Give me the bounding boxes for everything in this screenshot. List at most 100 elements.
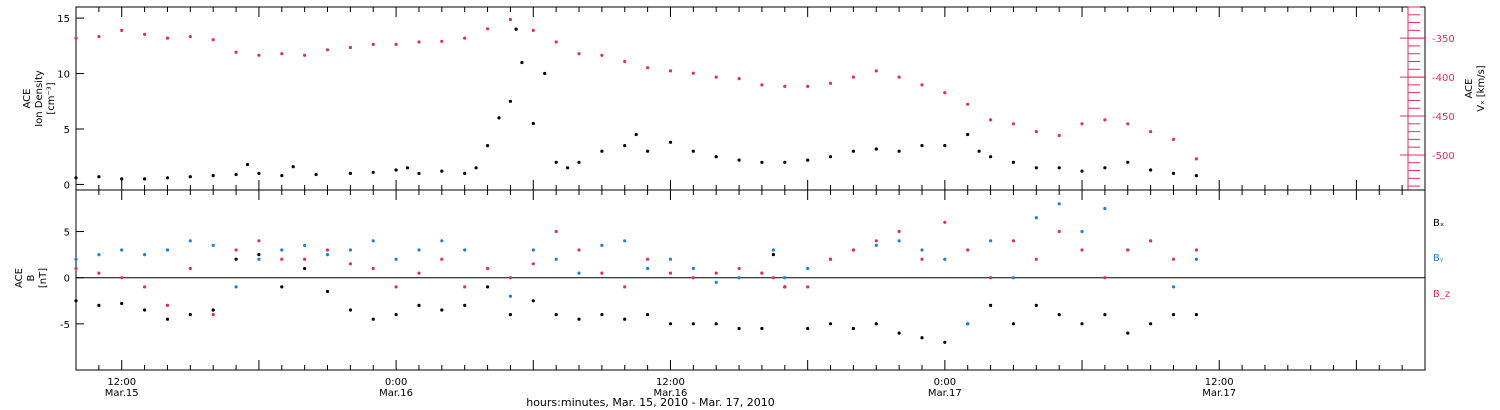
bottom-point bbox=[989, 303, 993, 307]
top-point bbox=[897, 75, 901, 79]
bottom-point bbox=[1126, 248, 1130, 252]
bottom-point bbox=[897, 331, 901, 335]
bottom-point bbox=[920, 257, 924, 261]
bottom-series-0 bbox=[74, 253, 1198, 344]
bottom-point bbox=[257, 257, 261, 261]
top-point bbox=[977, 149, 981, 153]
y-tick-label: 5 bbox=[64, 228, 70, 239]
top-point bbox=[783, 160, 787, 164]
top-point bbox=[234, 50, 238, 54]
bottom-point bbox=[806, 326, 810, 331]
bottom-point bbox=[600, 313, 604, 317]
top-point bbox=[97, 35, 101, 39]
top-point bbox=[1149, 168, 1153, 172]
top-point bbox=[1080, 169, 1084, 173]
x-tick-label-date: Mar.17 bbox=[1202, 388, 1236, 399]
x-tick-label-time: 0:00 bbox=[934, 377, 956, 388]
top-point bbox=[291, 165, 295, 169]
bottom-panel-axes: -5 0 5 ACEB[nT] bbox=[14, 228, 84, 331]
top-point bbox=[486, 27, 490, 31]
bottom-point bbox=[966, 322, 970, 326]
top-point bbox=[851, 149, 856, 153]
bottom-point bbox=[508, 294, 512, 298]
top-point bbox=[1103, 166, 1107, 170]
bottom-point bbox=[714, 280, 718, 284]
top-series-0 bbox=[74, 27, 1198, 181]
top-point bbox=[668, 69, 673, 73]
bottom-point bbox=[531, 299, 535, 303]
bottom-point bbox=[120, 276, 124, 280]
bottom-point bbox=[771, 276, 776, 280]
y-tick-label: 0 bbox=[64, 274, 70, 285]
bottom-point bbox=[165, 317, 170, 321]
bottom-point bbox=[806, 266, 810, 271]
bottom-point bbox=[1149, 239, 1153, 243]
y-tick-label: 10 bbox=[57, 70, 70, 81]
bottom-point bbox=[1057, 313, 1061, 317]
bottom-point bbox=[737, 326, 741, 331]
top-point bbox=[1034, 166, 1038, 170]
bottom-point bbox=[1011, 276, 1016, 280]
bottom-point bbox=[943, 220, 947, 224]
top-point bbox=[474, 166, 478, 170]
top-point bbox=[257, 53, 261, 57]
top-point bbox=[966, 132, 970, 137]
top-point bbox=[417, 171, 421, 175]
top-point bbox=[143, 32, 147, 36]
bottom-point bbox=[280, 257, 284, 261]
bottom-point bbox=[325, 289, 330, 294]
bottom-point bbox=[211, 313, 215, 317]
y-tick-label: -5 bbox=[60, 320, 70, 331]
top-point bbox=[1126, 122, 1130, 126]
bottom-point bbox=[897, 229, 901, 234]
top-point bbox=[577, 160, 581, 164]
top-point bbox=[463, 36, 467, 40]
bottom-point bbox=[1080, 322, 1084, 326]
top-point bbox=[97, 175, 101, 179]
bottom-panel-marks bbox=[74, 202, 1198, 344]
bottom-point bbox=[1126, 331, 1130, 335]
bottom-point bbox=[1194, 257, 1198, 261]
top-point bbox=[668, 140, 673, 144]
top-point bbox=[691, 71, 695, 75]
bottom-point bbox=[828, 257, 833, 261]
bottom-point bbox=[1171, 285, 1176, 289]
y2-axis-label-line: ACE bbox=[1464, 79, 1475, 99]
bottom-point bbox=[668, 257, 673, 261]
y-tick-label: 0 bbox=[64, 180, 70, 191]
top-point bbox=[348, 171, 352, 175]
bottom-point bbox=[257, 253, 261, 257]
bottom-point bbox=[920, 336, 924, 340]
top-point bbox=[417, 40, 421, 44]
bottom-point bbox=[989, 239, 993, 243]
bottom-point bbox=[325, 248, 330, 252]
top-point bbox=[245, 162, 250, 167]
top-series-1 bbox=[74, 17, 1198, 161]
bottom-point bbox=[120, 301, 124, 306]
bottom-point bbox=[646, 257, 650, 261]
top-point bbox=[920, 144, 924, 148]
bottom-point bbox=[394, 257, 398, 261]
top-point bbox=[74, 36, 78, 40]
top-point bbox=[1171, 171, 1176, 175]
top-point bbox=[234, 172, 238, 177]
top-point bbox=[405, 166, 410, 170]
x-tick-label-time: 0:00 bbox=[385, 377, 407, 388]
top-point bbox=[783, 84, 787, 88]
top-point bbox=[303, 53, 307, 57]
top-point bbox=[714, 75, 718, 79]
bottom-point bbox=[440, 257, 444, 261]
bottom-point bbox=[348, 262, 352, 266]
top-point bbox=[531, 28, 535, 32]
top-point bbox=[371, 42, 375, 47]
top-point bbox=[280, 52, 284, 56]
bottom-point bbox=[1171, 257, 1176, 261]
bottom-point bbox=[600, 271, 604, 275]
top-point bbox=[646, 149, 650, 153]
x-axis: 12:00Mar.150:00Mar.1612:00Mar.160:00Mar.… bbox=[75, 7, 1426, 399]
top-point bbox=[760, 83, 764, 87]
top-point bbox=[514, 27, 518, 31]
bottom-point bbox=[234, 285, 238, 289]
bottom-point bbox=[188, 239, 192, 243]
